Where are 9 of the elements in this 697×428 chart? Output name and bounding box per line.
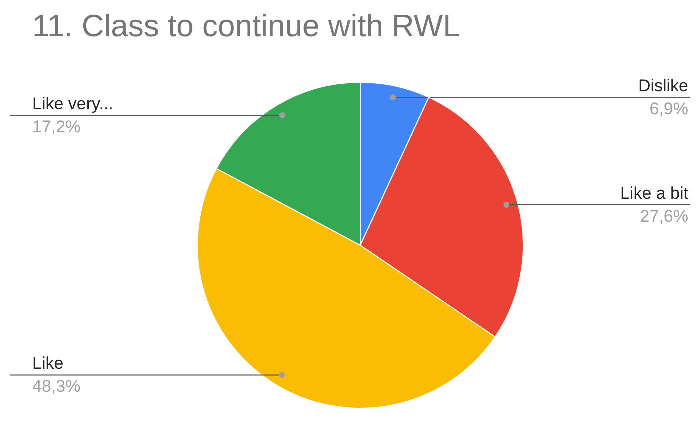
slice-label: Like	[32, 354, 64, 374]
slice-label: Dislike	[638, 76, 688, 96]
slice-label: Like very...	[32, 94, 114, 114]
data-label: 6,9%	[650, 99, 688, 118]
data-label: 27,6%	[640, 207, 688, 226]
data-label: 17,2%	[32, 118, 81, 137]
data-label: 48,3%	[32, 377, 81, 396]
slice-label: Like a bit	[620, 184, 689, 204]
chart-title: 11. Class to continue with RWL	[32, 8, 460, 44]
